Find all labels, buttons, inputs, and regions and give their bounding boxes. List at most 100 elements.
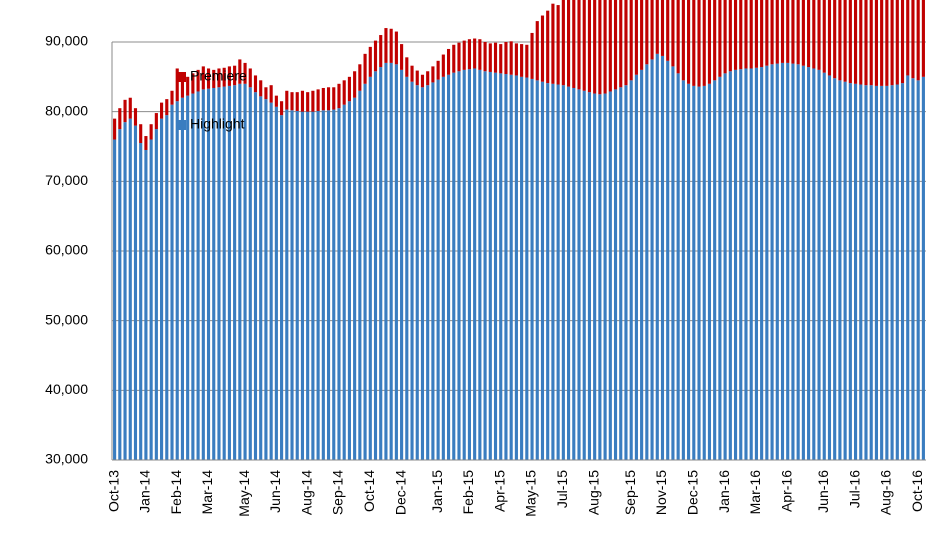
bar-segment [707, 0, 712, 84]
bar-segment [248, 87, 252, 461]
bar-segment [681, 0, 685, 81]
x-tick-label: Aug-14 [298, 470, 314, 515]
bar-segment [144, 149, 148, 460]
bar-segment [624, 85, 628, 461]
bar-segment [535, 21, 539, 81]
bar-segment [640, 69, 644, 460]
bar-segment [300, 90, 305, 112]
bar-segment [436, 79, 440, 461]
y-tick-label: 40,000 [45, 381, 88, 397]
x-tick-label: Mar-16 [747, 470, 763, 515]
bar-segment [520, 44, 524, 77]
bar-segment [113, 139, 117, 461]
bar-segment [634, 74, 638, 460]
bar-segment [629, 0, 633, 81]
bar-segment [342, 80, 346, 105]
bar-segment [801, 0, 805, 66]
bar-segment [368, 76, 372, 460]
x-tick-label: Dec-14 [392, 470, 408, 515]
bar-segment [593, 93, 597, 460]
bar-segment [499, 73, 503, 460]
bar-segment [290, 92, 294, 111]
bar-segment [551, 83, 555, 461]
x-tick-label: Apr-15 [491, 470, 507, 512]
bar-segment [608, 91, 612, 461]
bar-segment [217, 68, 221, 88]
bar-segment [514, 43, 518, 76]
bar-segment [760, 0, 764, 68]
bar-segment [280, 115, 284, 461]
x-tick-label: Apr-16 [778, 470, 794, 512]
bar-segment [577, 89, 581, 460]
bar-segment [509, 41, 513, 75]
bar-segment [201, 89, 205, 460]
bar-segment [885, 0, 889, 86]
bar-segment [206, 68, 211, 89]
bar-segment [488, 71, 492, 460]
bar-segment [285, 90, 289, 110]
bar-segment [791, 0, 795, 64]
bar-segment [274, 106, 278, 460]
bar-segment [754, 67, 758, 460]
bar-segment [786, 0, 790, 63]
bar-segment [833, 78, 837, 460]
bar-segment [389, 28, 393, 63]
bar-segment [587, 0, 592, 93]
bar-segment [347, 101, 351, 460]
bar-segment [264, 87, 268, 100]
bar-segment [400, 69, 404, 460]
bar-segment [874, 0, 878, 86]
bar-segment [259, 96, 263, 460]
bar-segment [650, 0, 654, 60]
bar-segment [853, 83, 858, 461]
bar-segment [666, 0, 670, 61]
bar-segment [692, 0, 696, 86]
bar-segment [921, 76, 925, 460]
bar-segment [859, 0, 863, 85]
bar-segment [598, 0, 602, 95]
bar-segment [906, 0, 910, 76]
bar-segment [165, 99, 169, 116]
bar-segment [113, 118, 117, 140]
bar-segment [728, 0, 732, 72]
bar-segment [405, 76, 409, 460]
y-tick-label: 50,000 [45, 311, 88, 327]
bar-segment [655, 0, 659, 54]
x-tick-label: Feb-14 [168, 470, 184, 515]
y-tick-label: 80,000 [45, 102, 88, 118]
bar-segment [175, 101, 179, 460]
bar-segment [488, 43, 492, 72]
bar-segment [770, 0, 774, 65]
bar-segment [556, 84, 560, 460]
legend-swatch [176, 120, 186, 130]
bar-segment [895, 0, 899, 85]
bar-segment [191, 93, 195, 460]
bar-segment [561, 85, 565, 461]
bar-segment [446, 74, 451, 460]
bar-segment [353, 97, 357, 460]
bar-segment [426, 71, 430, 86]
bar-segment [540, 15, 545, 82]
bar-segment [744, 68, 748, 461]
bar-segment [373, 71, 378, 460]
bar-segment [713, 0, 717, 81]
bar-segment [123, 122, 127, 460]
bar-segment [807, 0, 811, 68]
bar-segment [671, 66, 675, 460]
bar-segment [817, 69, 821, 460]
bar-segment [368, 46, 372, 77]
bar-segment [791, 63, 795, 460]
bar-segment [702, 0, 706, 86]
bar-segment [629, 80, 633, 461]
bar-segment [384, 28, 388, 63]
bar-segment [718, 76, 722, 460]
bar-segment [452, 44, 456, 73]
bar-segment [770, 64, 774, 460]
bar-segment [133, 125, 138, 460]
bar-segment [546, 10, 550, 84]
bar-segment [332, 109, 336, 461]
bar-segment [916, 80, 920, 461]
bar-segment [379, 35, 383, 68]
bar-segment [504, 74, 508, 461]
bar-segment [530, 32, 534, 79]
